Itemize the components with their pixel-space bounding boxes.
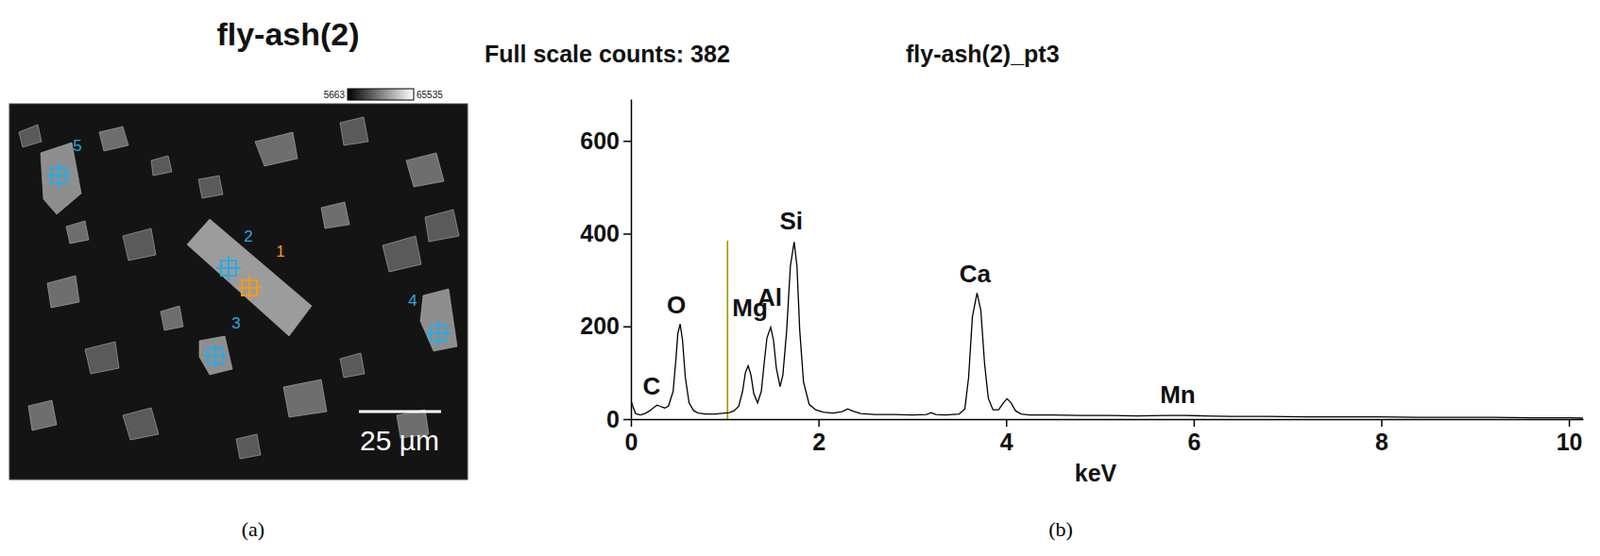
tick-mark bbox=[623, 140, 631, 143]
chart-title: fly-ash(2)_pt3 bbox=[905, 40, 1060, 68]
spectrum-line bbox=[630, 241, 1583, 419]
tick-label: 6 bbox=[1187, 428, 1201, 456]
x-axis-title: keV bbox=[1074, 459, 1118, 487]
point-marker-cross bbox=[214, 343, 217, 369]
panel-title: fly-ash(2) bbox=[216, 16, 359, 52]
particle bbox=[321, 202, 350, 229]
particle bbox=[420, 289, 458, 352]
color-bar-label: 65535 bbox=[416, 89, 443, 101]
tick: 400 bbox=[579, 220, 631, 247]
peak-label: Al bbox=[757, 283, 783, 312]
color-bar bbox=[347, 88, 414, 101]
point-label: 3 bbox=[231, 314, 240, 333]
cursor-line bbox=[726, 240, 729, 420]
point-marker-cross bbox=[227, 255, 230, 281]
particle bbox=[85, 341, 120, 375]
tick-mark bbox=[1568, 419, 1571, 427]
tick-label: 2 bbox=[812, 428, 826, 456]
micrograph: 1 2 3 4 5 25 µm bbox=[9, 103, 468, 480]
tick-label: 600 bbox=[579, 127, 620, 154]
y-axis: 0 200 400 600 bbox=[579, 100, 631, 433]
particle bbox=[151, 155, 172, 176]
tick-mark bbox=[1005, 419, 1008, 427]
tick: 600 bbox=[579, 127, 631, 154]
annotations: COMgAlSiCaMn bbox=[642, 206, 1195, 409]
point-label: 2 bbox=[243, 227, 253, 246]
tick: 0 bbox=[606, 406, 631, 433]
particle bbox=[187, 219, 312, 337]
point-label: 5 bbox=[72, 136, 82, 155]
point-label: 4 bbox=[408, 291, 417, 310]
tick-label: 400 bbox=[579, 220, 620, 247]
particle bbox=[122, 228, 156, 261]
color-bar-label: 5663 bbox=[323, 89, 346, 101]
particle bbox=[47, 275, 80, 308]
tick: 4 bbox=[1000, 419, 1014, 456]
point-marker bbox=[216, 255, 241, 281]
tick-label: 4 bbox=[1000, 428, 1014, 456]
point-marker-cross bbox=[437, 321, 440, 346]
tick-mark bbox=[623, 325, 631, 328]
tick-mark bbox=[623, 419, 631, 422]
particle bbox=[122, 408, 159, 441]
scale-bar bbox=[358, 410, 442, 414]
peak-label: Si bbox=[780, 206, 804, 236]
point-marker bbox=[237, 275, 262, 301]
tick-label: 0 bbox=[625, 428, 639, 456]
tick-mark bbox=[1380, 419, 1383, 427]
tick-mark bbox=[817, 419, 820, 427]
tick: 200 bbox=[579, 312, 631, 340]
particle bbox=[28, 400, 57, 431]
peak-label: C bbox=[642, 372, 661, 401]
particle bbox=[198, 175, 223, 199]
tick-mark bbox=[1193, 419, 1196, 427]
point-marker-cross bbox=[57, 163, 60, 188]
point-marker-cross bbox=[248, 275, 251, 301]
tick-label: 8 bbox=[1375, 428, 1389, 456]
particle bbox=[425, 209, 460, 242]
tick-mark bbox=[623, 233, 631, 236]
particle bbox=[255, 132, 298, 167]
particle bbox=[382, 236, 422, 273]
particle bbox=[283, 379, 327, 418]
peak-label: Mn bbox=[1159, 380, 1196, 409]
tick: 0 bbox=[625, 419, 639, 456]
particle bbox=[199, 336, 233, 375]
x-axis: 0 2 4 6 8 10 bbox=[625, 419, 1584, 456]
tick: 8 bbox=[1375, 419, 1389, 456]
particle bbox=[18, 124, 42, 148]
plot-area bbox=[630, 240, 1583, 420]
tick-label: 10 bbox=[1556, 428, 1583, 456]
particle bbox=[66, 221, 89, 244]
particle bbox=[160, 306, 184, 331]
point-marker bbox=[203, 343, 228, 369]
particle bbox=[406, 153, 444, 188]
axis-line bbox=[631, 419, 1584, 422]
point-marker bbox=[46, 163, 71, 188]
point-marker bbox=[425, 321, 451, 346]
subtitle: Full scale counts: 382 bbox=[484, 40, 731, 68]
figure: fly-ash(2) 5663 65535 1 2 3 4 5 25 µm (a) Full sca… bbox=[0, 0, 1600, 556]
scale-bar-label: 25 µm bbox=[359, 425, 440, 457]
axis-line bbox=[630, 100, 633, 421]
micrograph-background bbox=[9, 103, 468, 480]
tick: 10 bbox=[1556, 419, 1583, 456]
panel-label: (b) bbox=[1048, 517, 1073, 542]
panel-label: (a) bbox=[241, 517, 265, 542]
particle bbox=[340, 353, 365, 378]
point-label: 1 bbox=[275, 242, 285, 261]
tick: 6 bbox=[1187, 419, 1201, 456]
particle bbox=[99, 126, 129, 152]
tick-label: 200 bbox=[579, 312, 620, 340]
tick: 2 bbox=[812, 419, 826, 456]
peak-label: Ca bbox=[959, 259, 992, 289]
peak-label: O bbox=[666, 290, 686, 320]
tick-label: 0 bbox=[606, 406, 620, 433]
particle bbox=[340, 117, 369, 146]
particle bbox=[236, 434, 261, 460]
